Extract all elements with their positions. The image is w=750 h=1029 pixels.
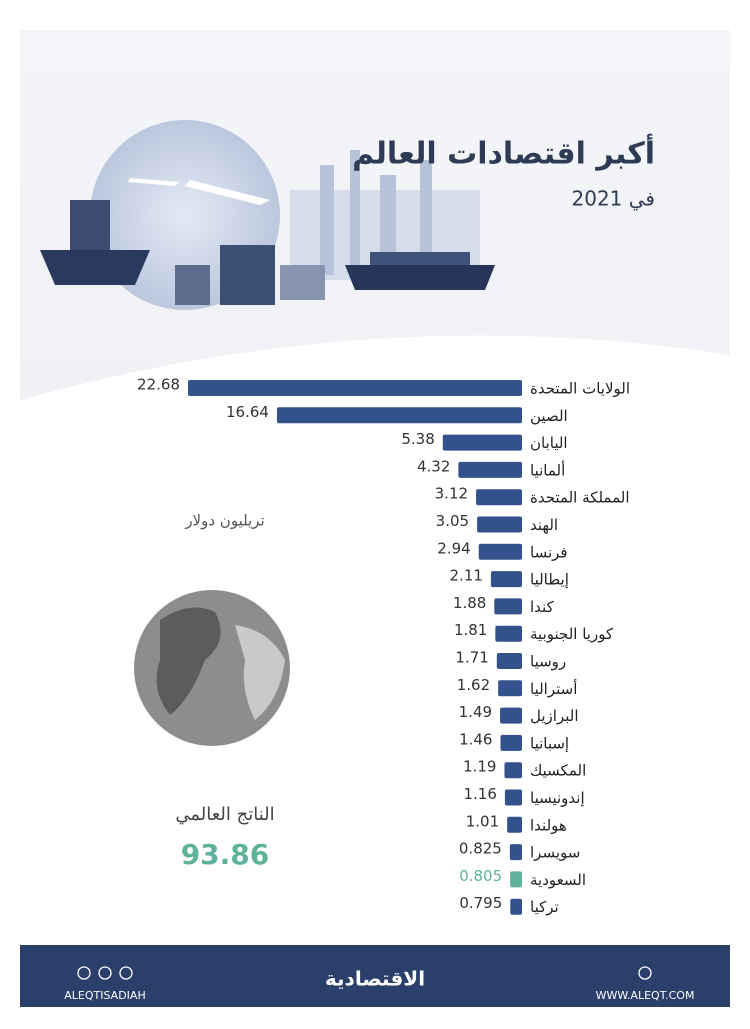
footer-brand: الاقتصادية — [325, 967, 425, 991]
value-label: 1.71 — [455, 649, 488, 667]
category-label: ألمانيا — [530, 460, 565, 479]
bar — [498, 680, 522, 697]
total-label: الناتج العالمي — [175, 804, 274, 825]
value-label: 1.46 — [459, 730, 492, 748]
value-label: 22.68 — [137, 376, 180, 394]
bar — [494, 598, 522, 615]
bar — [500, 707, 522, 724]
chart-title: أكبر اقتصادات العالم — [352, 134, 655, 172]
social-icons — [77, 966, 652, 980]
bar — [496, 653, 522, 669]
category-label: كندا — [530, 598, 555, 616]
bar — [458, 461, 522, 478]
category-label: المملكة المتحدة — [530, 489, 630, 507]
bar — [477, 516, 522, 533]
category-label: إندونيسيا — [530, 789, 585, 807]
bar — [490, 571, 522, 588]
category-label: كوريا الجنوبية — [530, 625, 614, 643]
value-label: 0.825 — [459, 840, 502, 858]
bar — [500, 734, 522, 751]
category-label: إيطاليا — [530, 571, 569, 589]
bar — [510, 871, 522, 888]
bar — [509, 844, 522, 861]
value-label: 1.01 — [466, 812, 499, 830]
bar-chart: 22.68 الولايات المتحدة 16.64 الصين 5.38 الياب… — [137, 376, 630, 917]
bar — [442, 434, 522, 451]
bar — [504, 789, 522, 806]
unit-label: تريليون دولار — [184, 512, 264, 530]
total-value: 93.86 — [181, 838, 270, 871]
value-label: 4.32 — [417, 457, 450, 475]
value-label: 1.62 — [457, 676, 490, 694]
value-label: 1.19 — [463, 758, 496, 776]
category-label: فرنسا — [530, 543, 568, 561]
category-label: البرازيل — [530, 707, 579, 725]
value-label: 0.795 — [459, 894, 502, 912]
category-label: سويسرا — [530, 844, 580, 862]
value-label: 5.38 — [401, 430, 434, 448]
bar — [504, 762, 522, 779]
footer-handle: ALEQTISADIAH — [64, 989, 145, 1002]
bar — [510, 898, 522, 915]
value-label: 1.88 — [453, 594, 486, 612]
category-label: اليابان — [530, 434, 568, 452]
value-label: 3.12 — [435, 485, 468, 503]
bar — [495, 625, 522, 642]
value-label: 3.05 — [436, 512, 469, 530]
bar — [478, 543, 522, 560]
value-label: 2.94 — [437, 539, 470, 557]
category-label: هولندا — [530, 816, 567, 834]
value-label: 1.16 — [464, 785, 497, 803]
globe — [134, 590, 290, 746]
bar — [507, 816, 522, 833]
footer-bar — [20, 945, 730, 1007]
category-label: السعودية — [530, 871, 586, 889]
value-label: 16.64 — [226, 403, 269, 421]
bar — [276, 407, 522, 424]
header-illustration — [40, 120, 495, 310]
category-label: الصين — [530, 407, 568, 425]
value-label: 2.11 — [450, 567, 483, 585]
value-label: 0.805 — [459, 867, 502, 885]
category-label: إسبانيا — [530, 734, 569, 752]
category-label: الولايات المتحدة — [530, 380, 630, 398]
bar — [188, 380, 522, 396]
value-label: 1.49 — [459, 703, 492, 721]
category-label: روسيا — [530, 653, 566, 671]
chart-subtitle: في 2021 — [572, 187, 656, 212]
category-label: الهند — [530, 516, 558, 534]
category-label: تركيا — [530, 898, 559, 916]
footer-website: WWW.ALEQT.COM — [596, 989, 695, 1002]
category-label: أستراليا — [530, 679, 577, 698]
panel-curve — [20, 335, 730, 945]
category-label: المكسيك — [530, 762, 586, 780]
value-label: 1.81 — [454, 621, 487, 639]
bar — [476, 489, 522, 506]
